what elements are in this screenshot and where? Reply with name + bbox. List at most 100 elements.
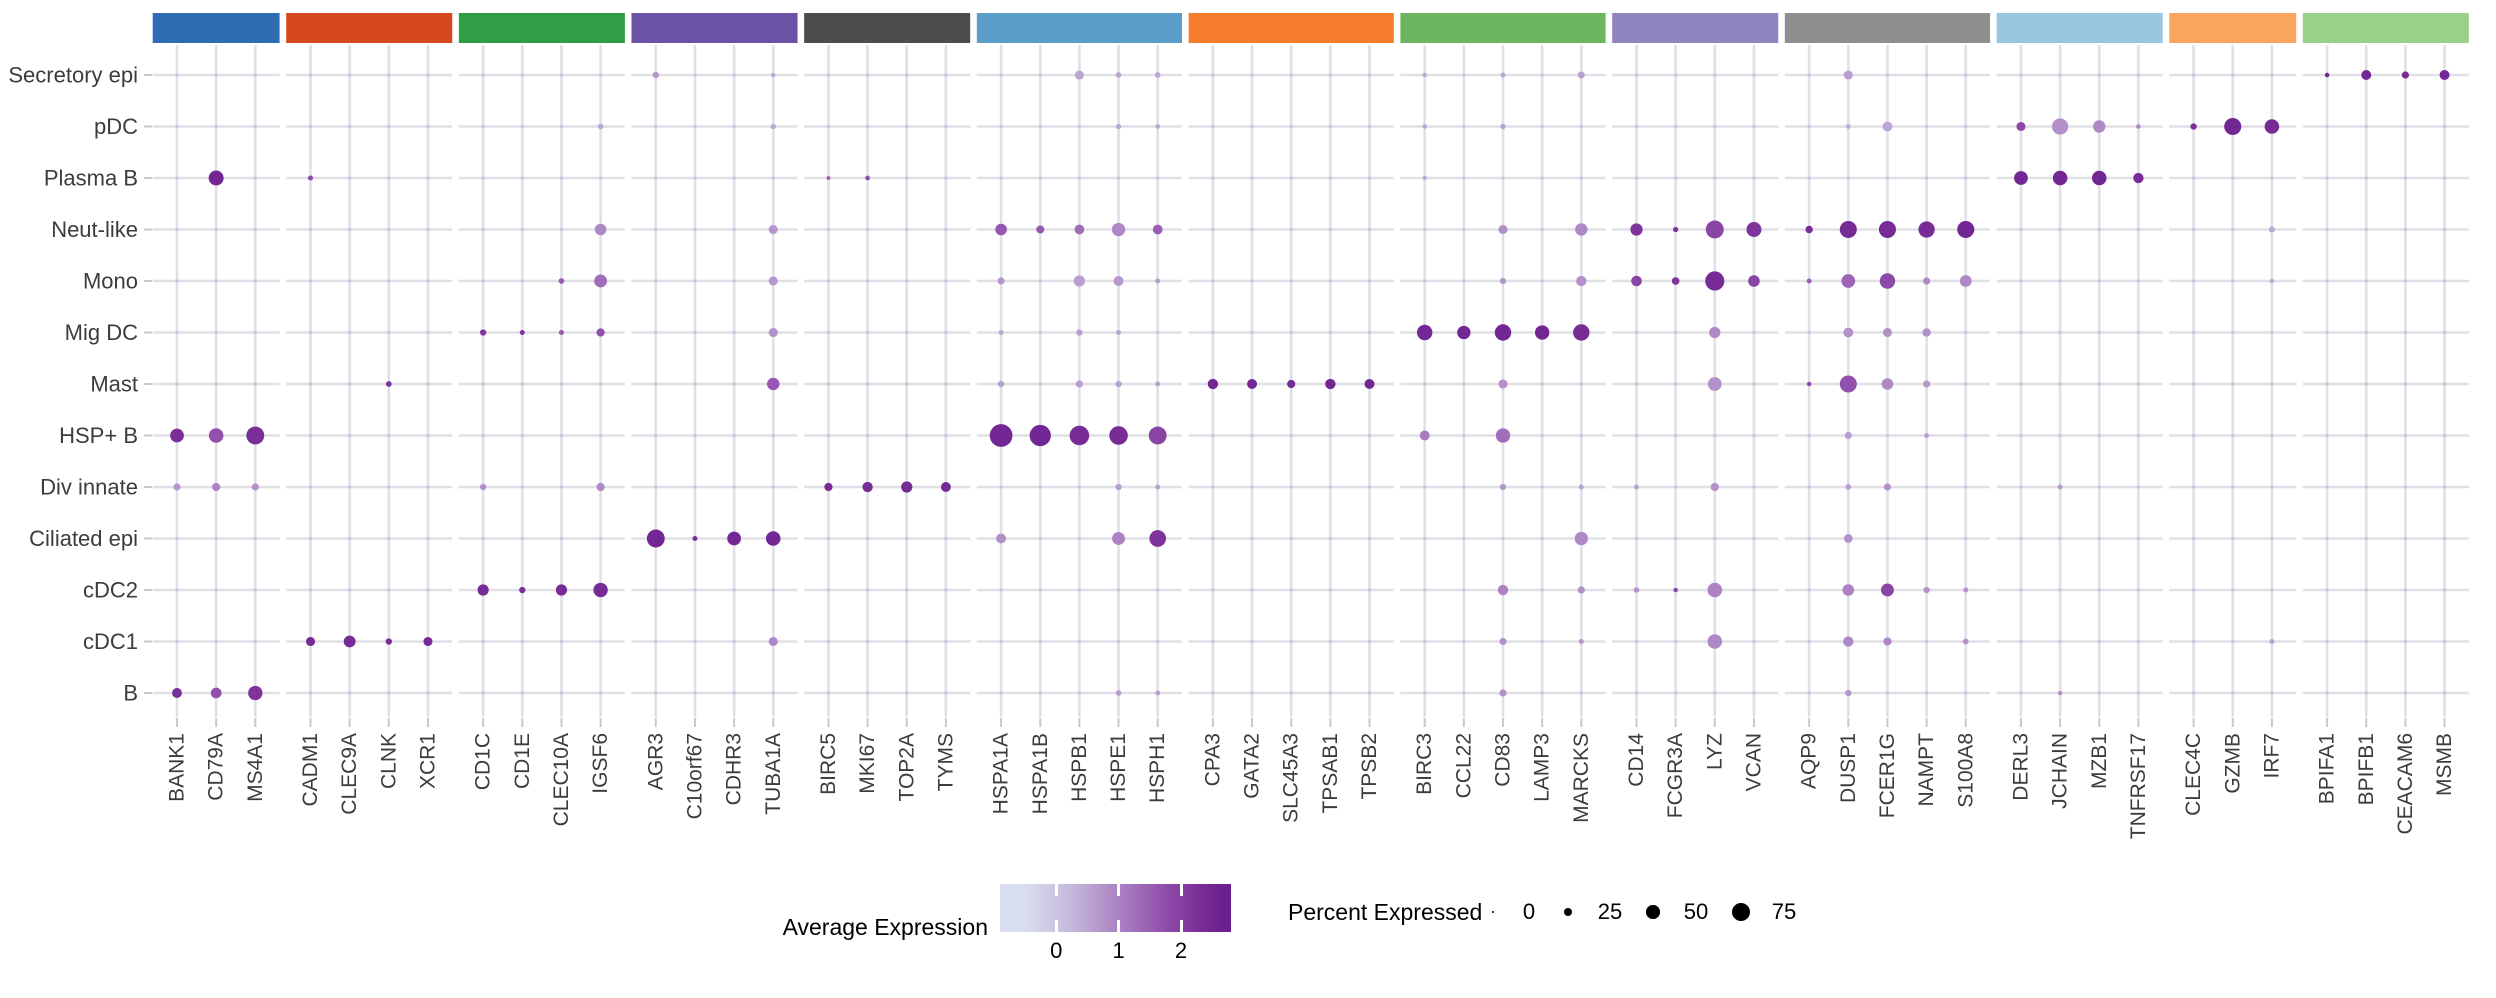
expression-dot: [826, 330, 831, 335]
expression-dot: [1462, 485, 1466, 489]
expression-dot: [248, 685, 263, 701]
expression-dot: [2442, 588, 2447, 592]
expression-dot: [2058, 227, 2062, 232]
expression-dot: [1540, 124, 1544, 129]
percent-legend-dot: [1563, 907, 1573, 917]
expression-dot: [940, 482, 951, 492]
celltype-label: Neut-like: [51, 217, 138, 242]
expression-dot: [1578, 484, 1584, 490]
expression-dot: [1630, 223, 1643, 236]
expression-dot: [1964, 382, 1968, 386]
percent-legend-dot: [1646, 905, 1660, 919]
expression-dot: [654, 691, 658, 695]
expression-dot: [2325, 433, 2329, 438]
expression-dot: [481, 382, 485, 386]
expression-dot: [2058, 433, 2062, 438]
expression-dot: [481, 433, 485, 438]
expression-dot: [387, 124, 391, 129]
expression-dot: [520, 279, 524, 283]
expression-dot: [2058, 536, 2062, 541]
expression-dot: [253, 124, 257, 129]
expression-dot: [2191, 176, 2196, 180]
expression-dot: [905, 227, 909, 232]
expression-dot: [1634, 330, 1639, 335]
expression-dot: [1367, 691, 1372, 695]
expression-dot: [479, 483, 487, 491]
expression-dot: [348, 279, 352, 283]
expression-dot: [2191, 382, 2196, 386]
expression-dot: [2264, 119, 2280, 134]
expression-dot: [598, 433, 603, 438]
expression-dot: [1116, 329, 1122, 336]
expression-dot: [1423, 536, 1427, 541]
expression-dot: [1289, 227, 1293, 232]
expression-dot: [1038, 124, 1042, 129]
expression-dot: [2019, 588, 2023, 592]
expression-dot: [2097, 433, 2101, 438]
gene-group-bar: [458, 13, 625, 43]
gene-label: MZB1: [2088, 733, 2111, 789]
gene-group-bar: [2169, 13, 2297, 43]
expression-dot: [1540, 536, 1544, 541]
expression-dot: [520, 227, 524, 232]
expression-dot: [1752, 433, 1756, 438]
expression-dot: [175, 73, 179, 77]
expression-dot: [1211, 279, 1215, 283]
expression-dot: [520, 639, 524, 644]
expression-dot: [1672, 226, 1679, 233]
expression-dot: [1839, 220, 1857, 239]
expression-dot: [426, 691, 430, 695]
expression-dot: [246, 426, 265, 445]
expression-dot: [1707, 377, 1722, 391]
expression-dot: [1074, 70, 1084, 80]
expression-dot: [481, 536, 485, 541]
expression-dot: [348, 330, 352, 335]
expression-gradient-bar: [1000, 884, 1231, 932]
expression-dot: [1113, 276, 1124, 286]
percent-legend-dot: [1731, 902, 1751, 922]
expression-dot: [995, 223, 1007, 236]
expression-dot: [1422, 124, 1427, 129]
expression-dot: [1155, 690, 1161, 696]
expression-dot: [559, 433, 564, 438]
expression-dot: [1116, 176, 1121, 180]
expression-dot: [1328, 124, 1332, 129]
expression-dot: [1250, 124, 1254, 129]
expression-dot: [654, 227, 658, 232]
expression-dot: [1077, 176, 1082, 180]
expression-dot: [693, 382, 697, 386]
expression-dot: [1713, 433, 1717, 438]
expression-dot: [481, 124, 485, 129]
gene-label: LAMP3: [1531, 733, 1554, 802]
expression-dot: [997, 277, 1005, 285]
expression-dot: [1211, 433, 1215, 438]
expression-dot: [1115, 72, 1122, 78]
celltype-label: B: [123, 681, 138, 706]
gene-label: CLEC4C: [2182, 733, 2205, 816]
expression-dot: [1631, 275, 1642, 287]
expression-dot: [2093, 120, 2106, 133]
expression-dot: [732, 639, 736, 644]
celltype-label: Div innate: [40, 475, 138, 500]
expression-dot: [598, 639, 603, 644]
expression-dot: [1805, 225, 1813, 234]
expression-dot: [1843, 70, 1853, 80]
expression-dot: [1674, 536, 1678, 541]
expression-dot: [1036, 225, 1045, 234]
expression-dot: [481, 227, 485, 232]
expression-dot: [1807, 639, 1811, 644]
expression-dot: [1924, 73, 1929, 77]
expression-dot: [1498, 224, 1508, 235]
expression-dot: [1211, 73, 1215, 77]
expression-dot: [520, 382, 524, 386]
expression-dot: [2364, 124, 2368, 129]
expression-dot: [2097, 382, 2101, 386]
expression-dot: [1707, 634, 1723, 649]
expression-dot: [214, 330, 218, 335]
expression-dot: [2016, 121, 2026, 132]
expression-dot: [308, 227, 313, 232]
expression-dot: [2442, 485, 2447, 489]
gene-label: HSPA1A: [990, 733, 1013, 814]
gene-label: CD83: [1492, 733, 1515, 787]
expression-dot: [173, 483, 181, 491]
